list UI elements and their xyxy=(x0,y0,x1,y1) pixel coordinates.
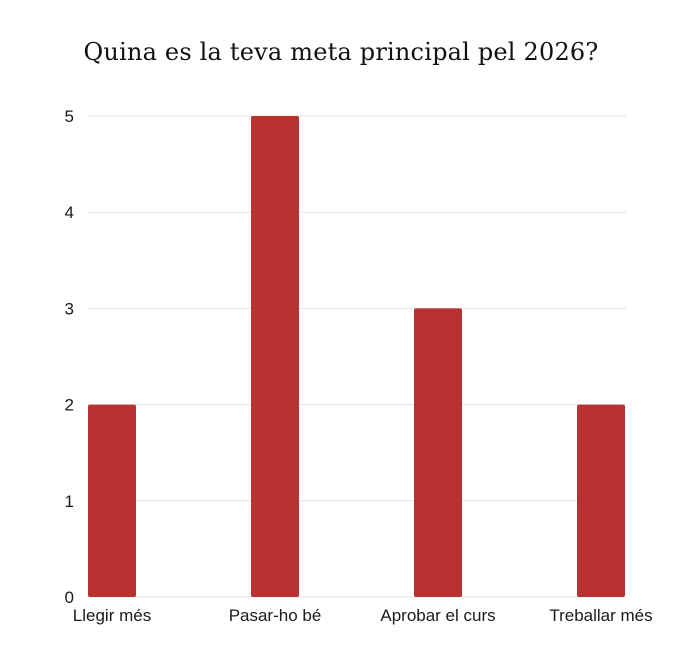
bar-2 xyxy=(251,116,299,597)
x-category-label: Aprobar el curs xyxy=(380,606,495,625)
y-tick-label: 2 xyxy=(65,396,74,415)
bar-3 xyxy=(414,308,462,597)
bar-4 xyxy=(577,404,625,597)
bar-1 xyxy=(88,404,136,597)
x-category-label: Pasar-ho bé xyxy=(229,606,322,625)
x-category-label: Treballar més xyxy=(549,606,652,625)
y-tick-label: 1 xyxy=(65,492,74,511)
y-tick-label: 4 xyxy=(65,203,74,222)
y-tick-label: 0 xyxy=(65,588,74,607)
chart-title: Quina es la teva meta principal pel 2026… xyxy=(83,38,599,66)
y-tick-label: 5 xyxy=(65,107,74,126)
y-tick-label: 3 xyxy=(65,299,74,318)
x-category-label: Llegir més xyxy=(73,606,151,625)
